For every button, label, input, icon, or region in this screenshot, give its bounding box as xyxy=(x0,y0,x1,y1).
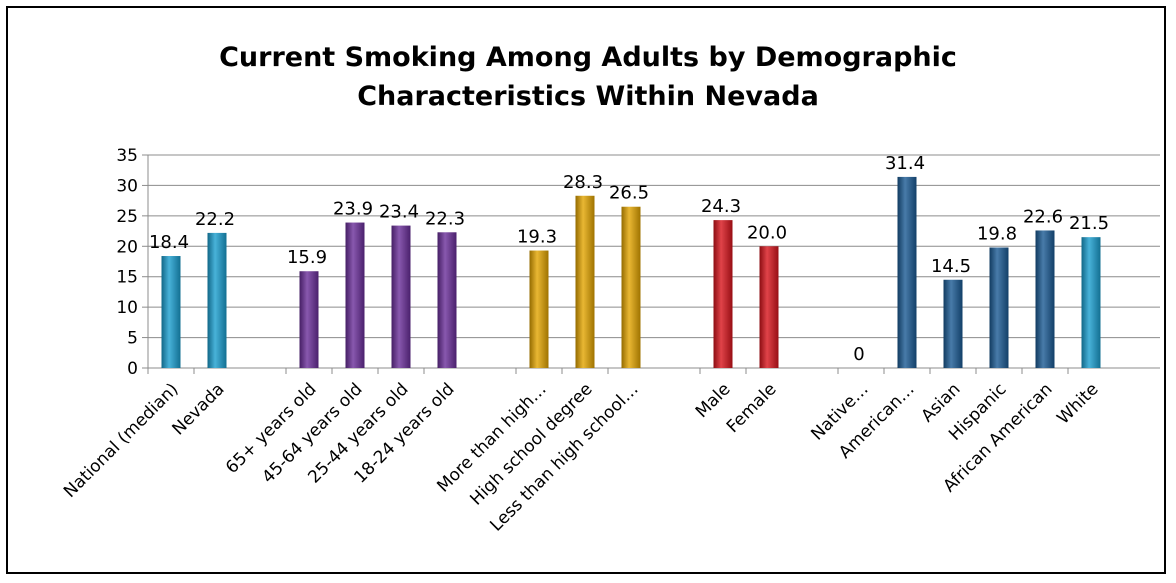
bar xyxy=(345,222,365,368)
category-label: Female xyxy=(723,379,781,437)
y-tick-label: 30 xyxy=(116,176,138,196)
bars xyxy=(161,176,1101,368)
chart-title-line-2: Characteristics Within Nevada xyxy=(357,81,819,112)
category-label: Male xyxy=(692,379,735,422)
data-label: 31.4 xyxy=(885,153,925,174)
bar xyxy=(943,279,963,368)
bar xyxy=(989,247,1009,368)
data-label: 22.6 xyxy=(1023,206,1063,227)
bar xyxy=(437,232,457,368)
bar xyxy=(713,220,733,368)
data-label: 24.3 xyxy=(701,196,741,217)
bar xyxy=(529,250,549,368)
y-tick-label: 5 xyxy=(127,329,138,349)
data-label: 23.4 xyxy=(379,202,419,223)
data-label: 19.3 xyxy=(517,227,557,248)
chart-title: Current Smoking Among Adults by Demograp… xyxy=(0,38,1176,116)
bar xyxy=(621,206,641,368)
data-label: 22.2 xyxy=(195,209,235,230)
chart-title-line-1: Current Smoking Among Adults by Demograp… xyxy=(219,42,957,73)
bar xyxy=(299,271,319,368)
data-label: 23.9 xyxy=(333,199,373,220)
data-label: 18.4 xyxy=(149,232,189,253)
data-label: 28.3 xyxy=(563,172,603,193)
data-label: 20.0 xyxy=(747,222,787,243)
y-tick-label: 0 xyxy=(127,359,138,379)
bar xyxy=(1081,237,1101,368)
data-label: 21.5 xyxy=(1069,213,1109,234)
data-label: 14.5 xyxy=(931,256,971,277)
y-tick-label: 20 xyxy=(116,237,138,257)
data-label: 26.5 xyxy=(609,183,649,204)
category-label: White xyxy=(1053,379,1102,428)
data-label: 15.9 xyxy=(287,247,327,268)
data-label: 0 xyxy=(853,344,864,365)
y-tick-label: 15 xyxy=(116,268,138,288)
data-label: 19.8 xyxy=(977,224,1017,245)
bar xyxy=(207,232,227,368)
category-label: National (median) xyxy=(60,379,182,501)
data-label: 22.3 xyxy=(425,208,465,229)
category-label: Nevada xyxy=(169,379,229,439)
bar xyxy=(575,195,595,368)
y-tick-label: 25 xyxy=(116,207,138,227)
bar xyxy=(897,176,917,368)
bar xyxy=(161,256,181,368)
bar xyxy=(759,246,779,368)
y-tick-label: 10 xyxy=(116,298,138,318)
bar xyxy=(391,225,411,368)
y-tick-label: 35 xyxy=(116,146,138,166)
bar xyxy=(1035,230,1055,368)
